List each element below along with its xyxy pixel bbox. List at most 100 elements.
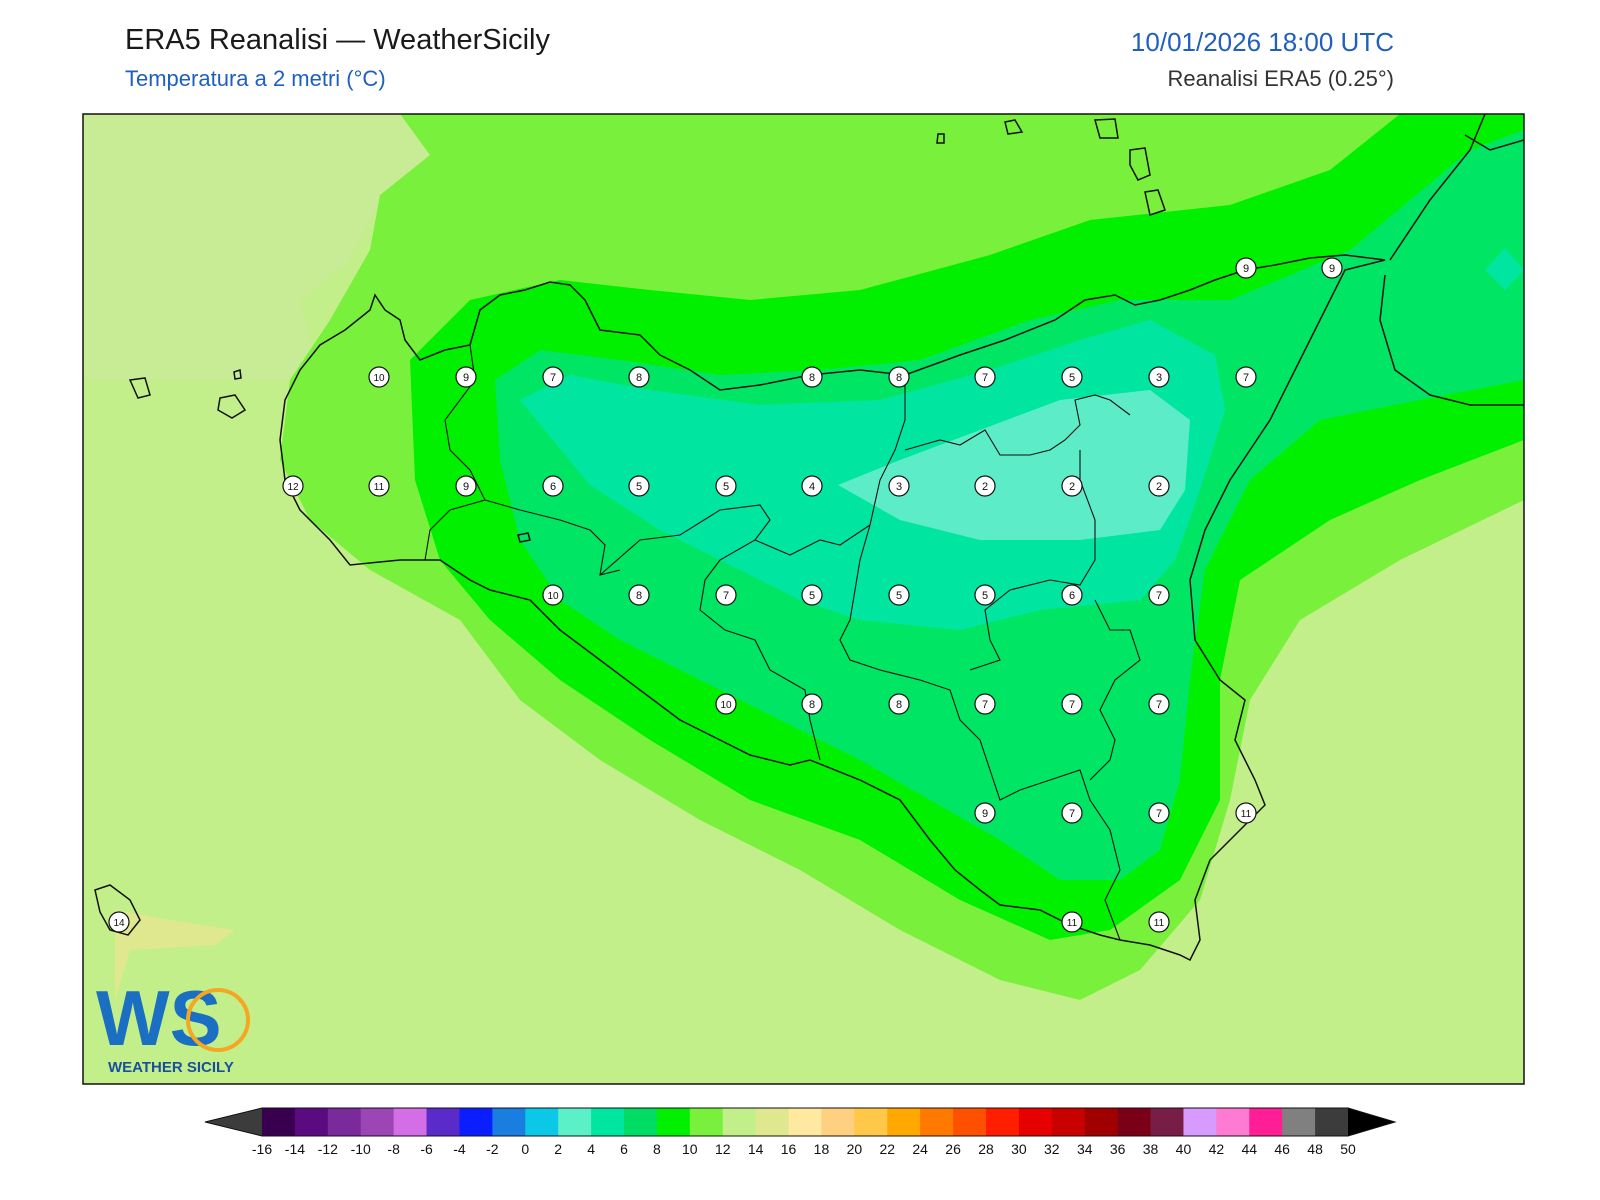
station-marker bbox=[888, 584, 910, 606]
station-labels: 10 9 7 8 8 8 7 5 3 7 12 11 9 6 5 5 4 3 2 2 2 10 8 7 5 5 5 6 7 10 8 8 7 7 7… bbox=[108, 257, 1343, 933]
station-marker bbox=[801, 366, 823, 388]
station-value: 8 bbox=[809, 699, 815, 711]
station-value: 6 bbox=[550, 481, 556, 493]
sicily-coastline bbox=[279, 254, 1386, 962]
station-label: 7 bbox=[1148, 584, 1170, 606]
colorbar-tick-label: -6 bbox=[420, 1141, 433, 1157]
colorbar-tick-label: -12 bbox=[318, 1141, 338, 1157]
colorbar-swatch bbox=[821, 1108, 855, 1136]
stagnone-islet bbox=[517, 532, 531, 543]
station-marker bbox=[801, 693, 823, 715]
colorbar-tick-label: 14 bbox=[748, 1141, 764, 1157]
station-marker bbox=[974, 475, 996, 497]
station-label: 3 bbox=[1148, 366, 1170, 388]
station-marker bbox=[1061, 366, 1083, 388]
station-marker bbox=[888, 693, 910, 715]
border-agrigento-caltanissetta bbox=[599, 504, 821, 761]
calabria-north-coast bbox=[1464, 134, 1524, 151]
colorbar-tick-label: -8 bbox=[387, 1141, 400, 1157]
station-value: 2 bbox=[1069, 481, 1075, 493]
salina-island bbox=[1094, 118, 1119, 139]
station-marker bbox=[1321, 257, 1343, 279]
station-value: 5 bbox=[896, 590, 902, 602]
station-value: 7 bbox=[1156, 590, 1162, 602]
station-marker bbox=[455, 475, 477, 497]
station-value: 8 bbox=[896, 699, 902, 711]
station-label: 11 bbox=[368, 475, 390, 497]
colorbar-tick-label: 36 bbox=[1110, 1141, 1126, 1157]
colorbar-swatch bbox=[689, 1108, 724, 1136]
station-marker bbox=[1061, 475, 1083, 497]
colorbar-swatch bbox=[327, 1108, 362, 1136]
station-value: 8 bbox=[636, 372, 642, 384]
station-label: 9 bbox=[1235, 257, 1257, 279]
colorbar-swatch bbox=[1018, 1108, 1053, 1136]
calabria-south-coast bbox=[1379, 274, 1524, 406]
station-marker bbox=[108, 911, 130, 933]
colorbar-swatch bbox=[525, 1108, 559, 1136]
station-marker bbox=[368, 475, 390, 497]
station-value: 4 bbox=[809, 481, 815, 493]
colorbar-tick-label: -4 bbox=[453, 1141, 466, 1157]
station-label: 9 bbox=[455, 366, 477, 388]
station-label: 5 bbox=[888, 584, 910, 606]
colorbar-tick-label: 20 bbox=[847, 1141, 863, 1157]
colorbar-swatch bbox=[558, 1108, 592, 1136]
colorbar-swatch bbox=[986, 1108, 1020, 1136]
station-value: 7 bbox=[1156, 808, 1162, 820]
station-marker bbox=[1061, 693, 1083, 715]
station-label: 9 bbox=[974, 802, 996, 824]
station-marker bbox=[974, 366, 996, 388]
station-label: 10 bbox=[542, 584, 564, 606]
station-label: 5 bbox=[628, 475, 650, 497]
colorbar-swatch bbox=[1117, 1108, 1152, 1136]
station-marker bbox=[542, 584, 564, 606]
station-label: 14 bbox=[108, 911, 130, 933]
station-value: 5 bbox=[723, 481, 729, 493]
colorbar-tick-label: 40 bbox=[1176, 1141, 1192, 1157]
colorbar-tick-label: 26 bbox=[945, 1141, 961, 1157]
field-4 bbox=[838, 390, 1190, 540]
station-value: 11 bbox=[1154, 918, 1165, 929]
filicudi-island bbox=[1004, 119, 1024, 135]
station-label: 3 bbox=[888, 475, 910, 497]
station-value: 5 bbox=[809, 590, 815, 602]
colorbar-swatch bbox=[459, 1108, 493, 1136]
colorbar-swatch bbox=[360, 1108, 395, 1136]
station-value: 7 bbox=[982, 699, 988, 711]
station-label: 6 bbox=[1061, 584, 1083, 606]
station-label: 12 bbox=[282, 475, 304, 497]
station-value: 8 bbox=[896, 372, 902, 384]
station-label: 8 bbox=[628, 366, 650, 388]
station-label: 11 bbox=[1061, 911, 1083, 933]
border-enna-catania bbox=[969, 450, 1096, 671]
logo-caption: WEATHER SICILY bbox=[108, 1059, 234, 1076]
colorbar-tick-label: -14 bbox=[285, 1141, 305, 1157]
station-label: 4 bbox=[801, 475, 823, 497]
colorbar-swatch bbox=[1084, 1108, 1119, 1136]
field-14-sw bbox=[115, 910, 235, 1000]
station-value: 11 bbox=[1241, 809, 1252, 820]
station-label: 7 bbox=[1148, 802, 1170, 824]
station-marker bbox=[1061, 584, 1083, 606]
border-caltanissetta-ragusa bbox=[839, 524, 1121, 941]
station-value: 7 bbox=[1156, 699, 1162, 711]
map-frame bbox=[82, 113, 1525, 1085]
station-marker bbox=[628, 475, 650, 497]
colorbar-swatch bbox=[1216, 1108, 1250, 1136]
colorbar-swatch bbox=[426, 1108, 460, 1136]
coastlines bbox=[94, 114, 1524, 962]
border-trapani-palermo bbox=[424, 344, 486, 561]
vulcano-island bbox=[1144, 189, 1166, 216]
colorbar-tick-label: 10 bbox=[682, 1141, 698, 1157]
colorbar-swatch bbox=[591, 1108, 625, 1136]
pantelleria-island bbox=[94, 884, 141, 936]
favignana-island bbox=[217, 394, 247, 419]
station-label: 7 bbox=[974, 693, 996, 715]
colorbar-swatch bbox=[1051, 1108, 1086, 1136]
station-marker bbox=[628, 366, 650, 388]
field-14-nw bbox=[83, 114, 430, 380]
station-label: 8 bbox=[888, 693, 910, 715]
station-marker bbox=[542, 475, 564, 497]
colorbar-tick-label: 48 bbox=[1307, 1141, 1323, 1157]
